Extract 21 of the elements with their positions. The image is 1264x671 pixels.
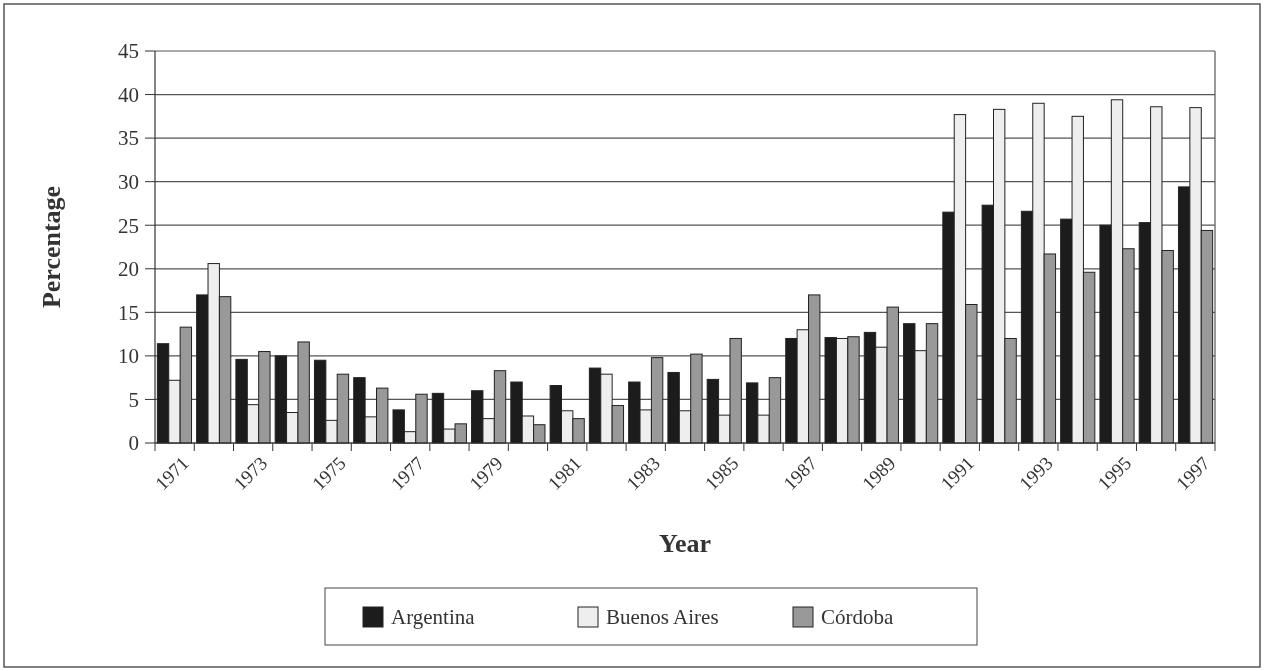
x-tick-label: 1991 <box>936 452 979 495</box>
x-tick-label: 1973 <box>229 452 272 495</box>
y-tick-label: 15 <box>118 300 139 325</box>
x-tick-label: 1989 <box>857 452 900 495</box>
y-tick-label: 40 <box>118 82 139 107</box>
y-tick-label: 0 <box>128 431 139 456</box>
x-tick-label: 1971 <box>150 452 193 495</box>
y-tick-label: 5 <box>128 387 139 412</box>
legend-label: Buenos Aires <box>606 605 719 630</box>
y-axis-title: Percentage <box>37 185 66 309</box>
y-tick-label: 45 <box>118 39 139 64</box>
y-tick-label: 20 <box>118 257 139 282</box>
y-tick-label: 35 <box>118 126 139 151</box>
y-tick-label: 25 <box>118 213 139 238</box>
legend-label: Argentina <box>391 605 476 630</box>
legend-label: Córdoba <box>821 605 894 630</box>
x-axis-title: Year <box>659 529 711 558</box>
y-tick-label: 30 <box>118 170 139 195</box>
y-tick-label: 10 <box>118 344 139 369</box>
x-tick-label: 1979 <box>465 452 507 495</box>
x-tick-label: 1981 <box>543 452 586 495</box>
